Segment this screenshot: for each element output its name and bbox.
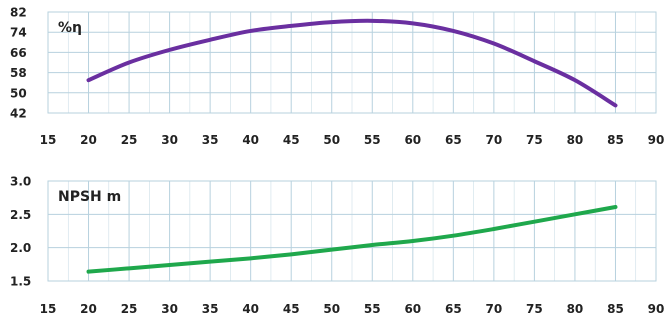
x-tick-label: 75 — [526, 302, 543, 316]
x-tick-label: 60 — [404, 133, 421, 147]
y-tick-label: 74 — [10, 26, 27, 40]
series-line-1 — [86, 18, 618, 108]
y-tick-label: 58 — [10, 66, 27, 80]
x-tick-label: 60 — [404, 302, 421, 316]
x-tick-label: 20 — [80, 302, 97, 316]
x-tick-label: 45 — [283, 133, 300, 147]
x-tick-label: 75 — [526, 133, 543, 147]
x-tick-label: 15 — [40, 302, 57, 316]
x-tick-label: 50 — [323, 302, 340, 316]
x-tick-label: 50 — [323, 133, 340, 147]
x-tick-label: 65 — [445, 133, 462, 147]
x-tick-label: 25 — [121, 133, 138, 147]
chart-label-1: %η — [58, 20, 82, 36]
x-tick-label: 90 — [648, 133, 665, 147]
y-tick-label: 1.5 — [10, 275, 31, 289]
y-tick-label: 50 — [10, 86, 27, 100]
y-tick-label: 2.0 — [10, 241, 31, 255]
x-tick-label: 30 — [161, 302, 178, 316]
x-tick-label: 90 — [648, 302, 665, 316]
x-tick-label: 30 — [161, 133, 178, 147]
y-tick-label: 2.5 — [10, 208, 31, 222]
x-tick-label: 15 — [40, 133, 57, 147]
y-tick-label: 66 — [10, 46, 27, 60]
x-tick-label: 85 — [607, 133, 624, 147]
x-tick-label: 80 — [567, 133, 584, 147]
x-tick-label: 65 — [445, 302, 462, 316]
x-tick-label: 70 — [486, 302, 503, 316]
x-tick-label: 55 — [364, 133, 381, 147]
y-tick-label: 3.0 — [10, 175, 31, 189]
y-tick-label: 42 — [10, 107, 27, 121]
x-tick-label: 40 — [242, 302, 259, 316]
x-tick-label: 55 — [364, 302, 381, 316]
series-line-2 — [86, 205, 618, 274]
y-tick-label: 82 — [10, 6, 27, 20]
x-tick-label: 40 — [242, 133, 259, 147]
x-tick-label: 85 — [607, 302, 624, 316]
x-tick-label: 80 — [567, 302, 584, 316]
x-tick-label: 70 — [486, 133, 503, 147]
x-tick-label: 35 — [202, 302, 219, 316]
chart-label-2: NPSH m — [58, 189, 121, 205]
x-tick-label: 45 — [283, 302, 300, 316]
x-tick-label: 20 — [80, 133, 97, 147]
x-tick-label: 25 — [121, 302, 138, 316]
x-tick-label: 35 — [202, 133, 219, 147]
